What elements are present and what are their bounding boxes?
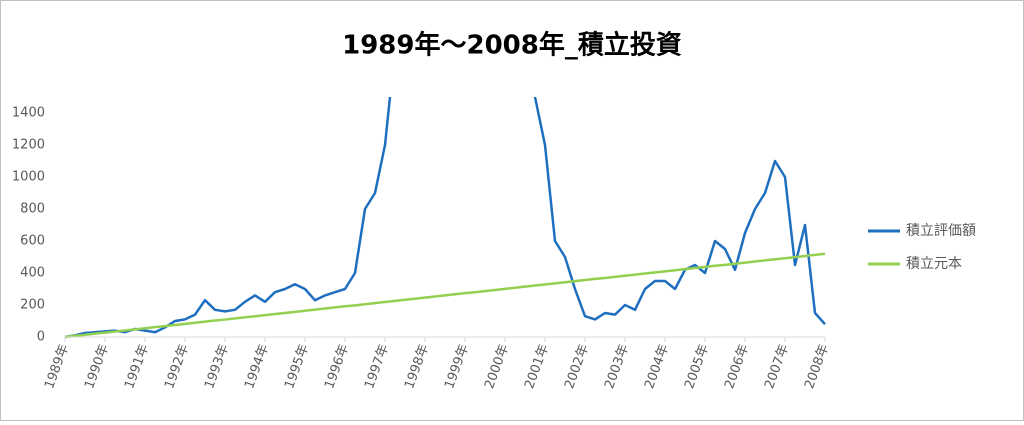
legend-label: 積立評価額 [906,223,976,239]
y-tick-label: 1200 [12,138,45,153]
y-tick-label: 0 [37,330,45,345]
y-tick-label: 800 [20,202,45,217]
series-line [64,252,826,339]
chart-title: 1989年～2008年_積立投資 [342,30,682,61]
plot-area [64,97,826,339]
y-tick-label: 1000 [12,170,45,185]
y-tick-label: 200 [20,298,45,313]
y-tick-label: 1400 [12,106,45,121]
y-tick-label: 600 [20,234,45,249]
legend-label: 積立元本 [906,256,962,272]
y-tick-label: 400 [20,266,45,281]
